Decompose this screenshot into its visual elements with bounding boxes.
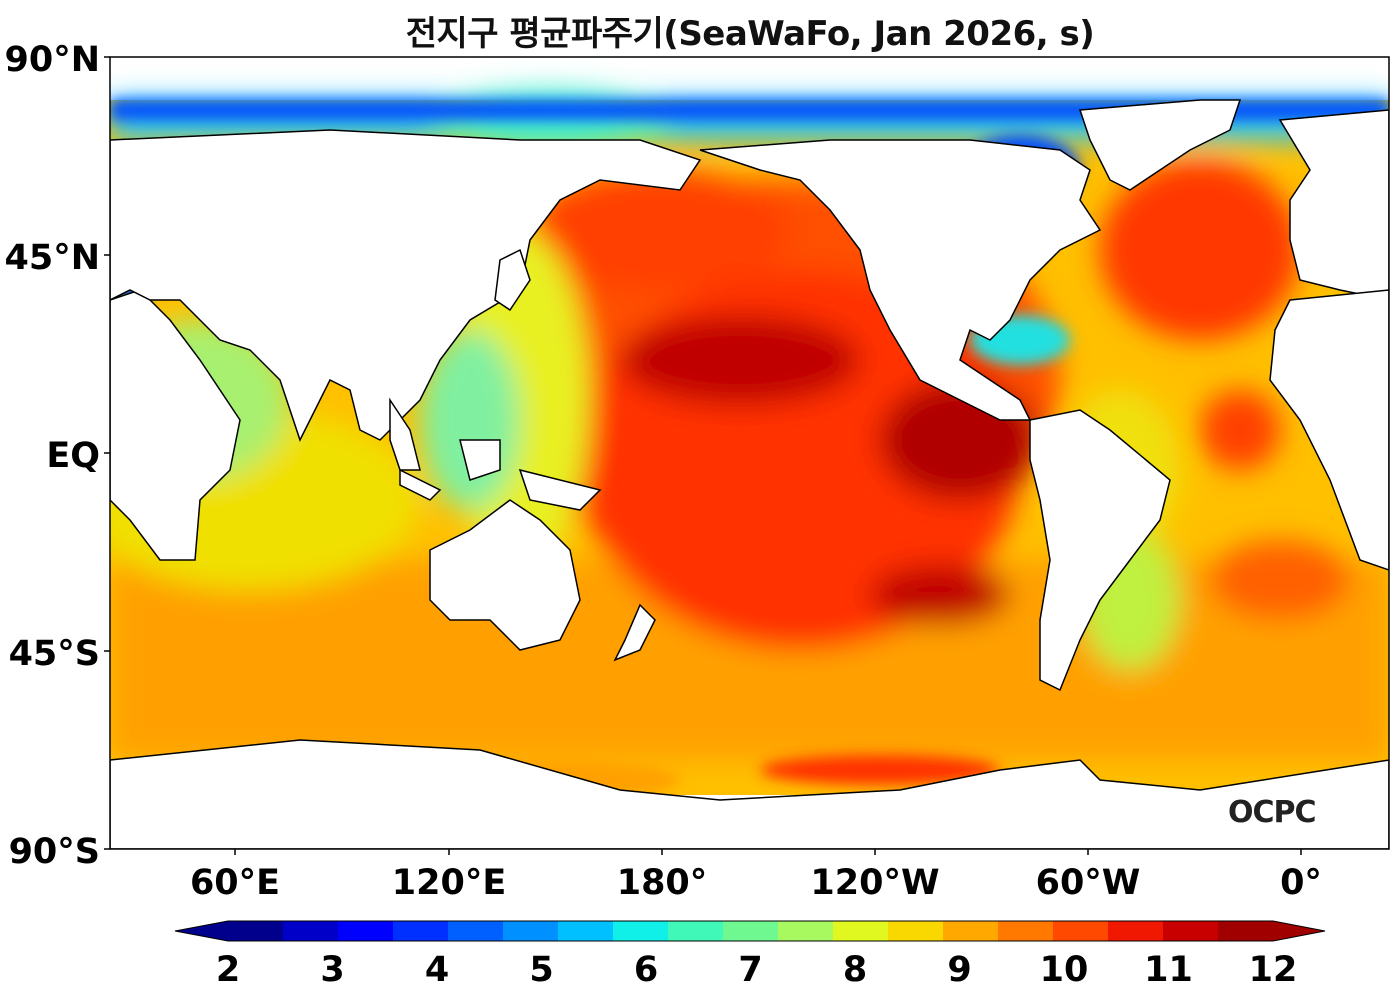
colorbar-bin (1218, 921, 1274, 941)
colorbar-bin (613, 921, 669, 941)
colorbar-tick-label: 9 (947, 950, 972, 990)
lat-tick-eq: EQ (46, 436, 100, 476)
lon-tick-60w: 60°W (1035, 863, 1141, 903)
colorbar-bin (998, 921, 1054, 941)
lat-tick-45n: 45°N (4, 238, 101, 278)
colorbar-bin (1163, 921, 1219, 941)
colorbar-bin (723, 921, 779, 941)
lon-tick-60e: 60°E (189, 863, 281, 903)
colorbar (174, 920, 1326, 942)
colorbar-bin (943, 921, 999, 941)
colorbar-tick-label: 5 (529, 950, 554, 990)
colorbar-tick-label: 6 (633, 950, 659, 990)
ocpc-logo: OCPC (1228, 795, 1317, 830)
colorbar-tick-label: 8 (842, 950, 868, 990)
colorbar-tick-label: 3 (320, 950, 345, 990)
colorbar-bin (393, 921, 449, 941)
colorbar-tick-label: 12 (1248, 950, 1298, 990)
colorbar-bin (1108, 921, 1164, 941)
colorbar-tick-label: 2 (215, 950, 241, 990)
colorbar-bin (283, 921, 339, 941)
colorbar-bin (448, 921, 504, 941)
lat-tick-90n: 90°N (4, 40, 101, 80)
colorbar-bin (338, 921, 394, 941)
map-title: 전지구 평균파주기(SeaWaFo, Jan 2026, s) (405, 14, 1095, 54)
wave-period-field (110, 57, 1389, 849)
lon-tick-120w: 120°W (810, 863, 940, 903)
colorbar-bin (888, 921, 944, 941)
colorbar-extend-high (1273, 921, 1325, 941)
colorbar-bin (503, 921, 559, 941)
colorbar-bin (1053, 921, 1109, 941)
lon-tick-120e: 120°E (391, 863, 507, 903)
colorbar-bin (668, 921, 724, 941)
land-masses (110, 99, 1389, 849)
lon-tick-180: 180° (616, 863, 708, 903)
colorbar-outline (174, 920, 1326, 942)
lon-tick-0: 0° (1280, 863, 1322, 903)
lat-tick-45s: 45°S (8, 634, 100, 674)
colorbar-tick-label: 7 (738, 950, 763, 990)
colorbar-tick-label: 4 (424, 950, 450, 990)
colorbar-bin (833, 921, 889, 941)
colorbar-tick-label: 10 (1039, 950, 1089, 990)
colorbar-tick-label: 11 (1144, 950, 1193, 990)
colorbar-bin (558, 921, 614, 941)
colorbar-extend-low (175, 921, 228, 941)
colorbar-bin (228, 921, 284, 941)
colorbar-bin (778, 921, 834, 941)
lat-tick-90s: 90°S (8, 832, 100, 872)
